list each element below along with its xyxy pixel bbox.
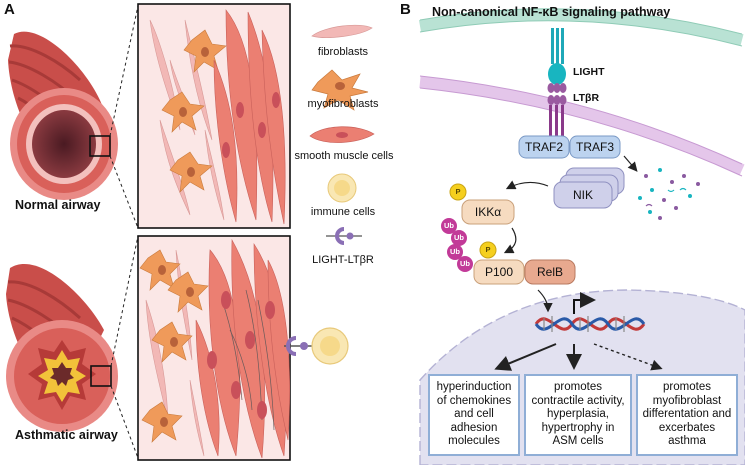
ikka-label: IKKα: [474, 205, 502, 219]
outcome-arrow-1: [494, 343, 557, 371]
legend-light-ltbr: LIGHT-LTβR: [312, 254, 374, 266]
legend-myofibroblasts: myofibroblasts: [307, 98, 379, 110]
asthmatic-airway-label: Asthmatic airway: [15, 428, 118, 442]
legend-icons: [309, 24, 375, 245]
traf2-label: TRAF2: [524, 140, 563, 154]
light-ltbr-icon: [326, 227, 362, 245]
nik-stack: [553, 167, 625, 209]
asthmatic-airway-illustration: [6, 263, 118, 432]
outcome-box-2: promotes contractile activity, hyperplas…: [524, 374, 632, 456]
outcome-box-3: promotes myofibroblast differentation an…: [636, 374, 738, 456]
nik-to-ikka-arrow: [505, 180, 549, 190]
outer-membrane: [418, 8, 744, 46]
relb-label: RelB: [536, 265, 563, 279]
ubiquitin-chain: [441, 218, 473, 272]
ub-label-3: Ub: [450, 247, 460, 256]
pathway-title: Non-canonical NF-κB signaling pathway: [432, 5, 671, 19]
traf3-box: [569, 135, 621, 159]
traf2-box: [518, 135, 570, 159]
ikka-box: [461, 199, 515, 225]
inner-membrane: [419, 76, 745, 176]
ltbr-receptor: [547, 83, 567, 139]
ikka-p-label: P: [455, 187, 461, 196]
relb-box: [524, 259, 576, 285]
traf3-label: TRAF3: [575, 140, 614, 154]
immune-cell-contact: [284, 327, 349, 365]
zoom-guides: [109, 5, 139, 459]
nik-label: NIK: [572, 188, 593, 202]
light-ligand: [548, 28, 566, 85]
transcription-start-arrow: [573, 292, 596, 314]
ikka-phospho-icon: [449, 183, 467, 201]
p100-p-label: P: [485, 245, 491, 254]
ltbr-label: LTβR: [573, 92, 600, 104]
light-label: LIGHT: [573, 66, 605, 78]
degraded-fragments: [638, 168, 700, 220]
nuclear-translocation-arrow: [537, 289, 553, 313]
fibroblast-icon: [311, 24, 373, 38]
legend-immune-cells: immune cells: [310, 206, 376, 218]
p100-label: P100: [484, 265, 514, 279]
normal-airway-illustration: [8, 31, 118, 200]
normal-tissue-panel: [137, 3, 291, 229]
ub-label-2: Ub: [454, 233, 464, 242]
panel-a-label: A: [4, 1, 15, 18]
legend-smooth-muscle: smooth muscle cells: [294, 150, 394, 162]
ub-label-1: Ub: [444, 221, 454, 230]
asthmatic-zoom-box: [90, 365, 112, 387]
p100-box: [473, 259, 525, 285]
degradation-arrow: [623, 155, 638, 172]
asthmatic-tissue-panel: [137, 235, 291, 461]
legend-fibroblasts: fibroblasts: [317, 46, 369, 58]
normal-airway-label: Normal airway: [15, 198, 101, 212]
panel-b-label: B: [400, 1, 411, 18]
p100-phospho-icon: [479, 241, 497, 259]
ub-label-4: Ub: [460, 259, 470, 268]
normal-zoom-box: [89, 135, 111, 157]
dna-helix: [534, 316, 646, 332]
outcome-box-1: hyperinduction of chemokines and cell ad…: [428, 374, 520, 456]
ikka-to-p100-arrow: [503, 227, 517, 254]
